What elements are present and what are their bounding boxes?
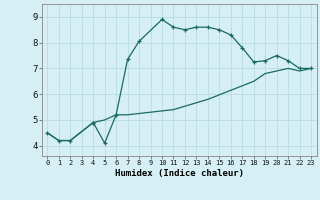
X-axis label: Humidex (Indice chaleur): Humidex (Indice chaleur) bbox=[115, 169, 244, 178]
